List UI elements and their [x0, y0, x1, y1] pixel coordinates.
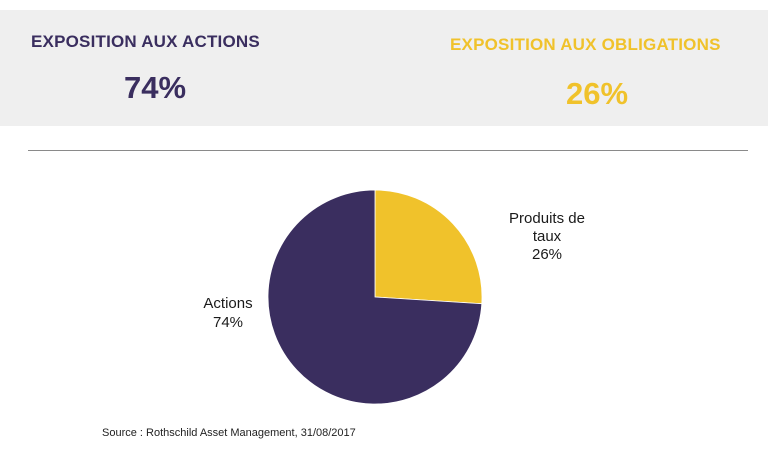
pie-slice-produits-de-taux [374, 189, 483, 305]
pie-label-line: 26% [532, 246, 562, 263]
pie-slice-actions [267, 189, 483, 405]
section-divider [28, 150, 748, 151]
equity-exposure-value: 74% [124, 70, 187, 105]
pie-label-line: Actions [203, 295, 252, 312]
pie-label-actions: Actions 74% [203, 295, 252, 331]
bond-exposure-label: EXPOSITION AUX OBLIGATIONS [450, 35, 721, 54]
exposure-banner: EXPOSITION AUX ACTIONS 74% EXPOSITION AU… [0, 10, 768, 126]
bond-exposure-value: 26% [566, 76, 629, 111]
pie-label-produits-de-taux: Produits de taux 26% [509, 210, 585, 263]
pie-label-line: Produits de [509, 210, 585, 227]
pie-label-line: taux [533, 228, 562, 245]
pie-label-line: 74% [213, 314, 243, 331]
source-note: Source : Rothschild Asset Management, 31… [102, 427, 356, 439]
equity-exposure-label: EXPOSITION AUX ACTIONS [31, 32, 260, 51]
